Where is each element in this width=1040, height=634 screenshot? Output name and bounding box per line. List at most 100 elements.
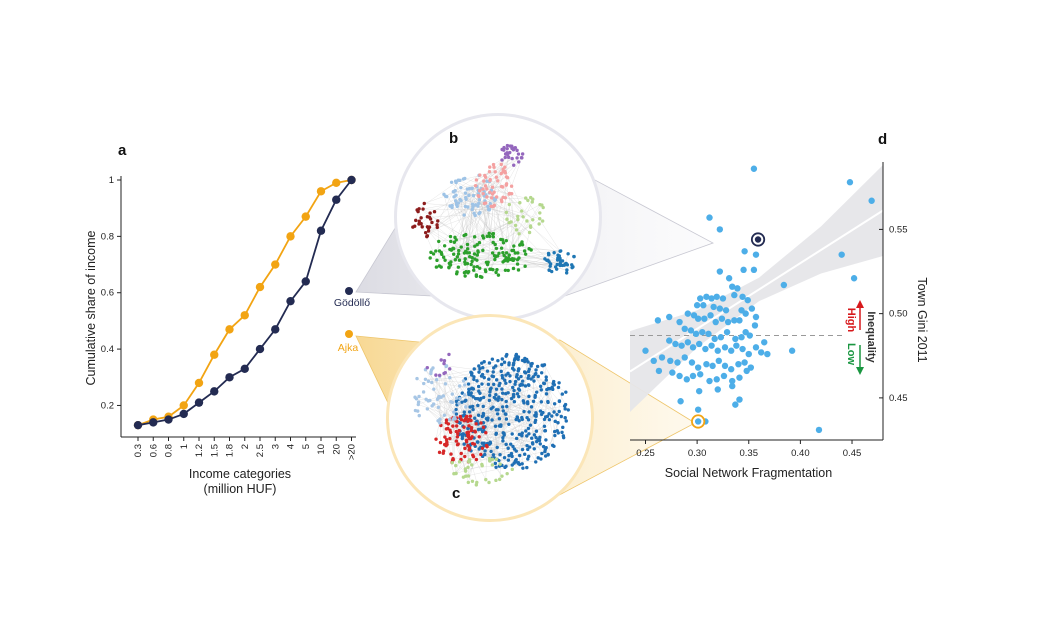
scatter-point [724, 318, 732, 326]
network-node [544, 392, 549, 396]
network-node [486, 382, 491, 387]
network-node [535, 364, 540, 369]
network-node [506, 446, 510, 450]
network-node [543, 449, 547, 454]
network-node [458, 396, 462, 401]
network-node [458, 414, 463, 419]
network-node [523, 264, 527, 268]
network-edge [493, 364, 502, 373]
network-node [485, 369, 490, 373]
x-tick-label: 10 [316, 444, 327, 455]
data-point [271, 260, 280, 269]
network-node [454, 396, 459, 400]
scatter-point [815, 426, 823, 434]
network-node [462, 213, 466, 217]
network-node [499, 246, 504, 250]
network-edge [489, 181, 533, 220]
network-node [422, 381, 426, 386]
scatter-point [757, 349, 765, 356]
scatter-point [695, 340, 703, 348]
network-node [541, 205, 545, 210]
x-axis-label: Social Network Fragmentation [665, 466, 832, 480]
network-edge [418, 404, 484, 428]
network-node [467, 255, 472, 259]
network-node [423, 377, 428, 381]
network-node [443, 258, 447, 262]
scatter-point [750, 165, 758, 172]
network-node [448, 430, 453, 434]
scatter-point [746, 332, 753, 339]
network-node [463, 454, 467, 459]
network-edge [445, 175, 480, 197]
network-node [494, 195, 499, 199]
scatter-point [701, 315, 708, 322]
scatter-point [868, 197, 875, 204]
scatter-point [700, 302, 707, 309]
network-edge [455, 420, 467, 474]
network-node [520, 156, 524, 160]
network-node [464, 398, 468, 403]
scatter-point [745, 350, 752, 358]
network-node [441, 255, 446, 259]
network-edge [494, 205, 540, 219]
godollo-label: Gödöllő [334, 297, 370, 309]
network-node [450, 460, 454, 465]
network-node [488, 441, 493, 445]
data-point [286, 232, 295, 241]
network-node [496, 179, 500, 183]
network-node [505, 146, 509, 151]
scatter-point [681, 354, 688, 361]
network-node [434, 249, 438, 253]
network-node [466, 426, 470, 431]
network-node [423, 230, 428, 235]
network-node [459, 185, 463, 190]
network-node [491, 240, 495, 245]
inequality-low-label: Low [845, 343, 857, 365]
network-node [464, 197, 468, 201]
network-node [542, 424, 547, 428]
network-node [475, 379, 479, 383]
network-node [512, 244, 516, 248]
network-node [547, 268, 551, 272]
network-node [539, 412, 544, 417]
network-node [524, 429, 528, 433]
network-node [505, 151, 509, 155]
network-edge [477, 205, 524, 217]
network-node [514, 352, 519, 357]
network-node [490, 357, 495, 361]
network-edge [492, 364, 514, 377]
network-panel-c [386, 314, 594, 522]
network-node [429, 370, 433, 374]
network-node [558, 249, 562, 253]
data-point [225, 325, 234, 334]
network-node [516, 217, 520, 222]
network-node [459, 245, 463, 249]
network-node [516, 387, 521, 391]
network-node [462, 425, 466, 429]
network-node [491, 370, 495, 374]
network-node [501, 409, 505, 413]
network-node [471, 395, 475, 399]
scatter-point [712, 318, 719, 326]
network-node [509, 184, 514, 188]
network-edge [458, 399, 469, 437]
network-node [525, 434, 529, 438]
scatter-point [850, 275, 858, 282]
scatter-point [676, 318, 683, 326]
network-node [454, 471, 458, 476]
network-node [444, 364, 449, 368]
x-tick-label: 2 [240, 444, 251, 449]
network-node [457, 401, 461, 405]
network-node [490, 185, 495, 189]
network-edge [495, 199, 507, 258]
network-node [472, 252, 477, 256]
data-point [332, 178, 341, 188]
network-node [432, 387, 436, 391]
network-node [488, 177, 492, 182]
network-node [428, 398, 432, 403]
network-node [428, 211, 432, 215]
arrow-up-head-icon [856, 300, 864, 308]
network-node [506, 458, 511, 462]
network-edge [471, 374, 473, 407]
